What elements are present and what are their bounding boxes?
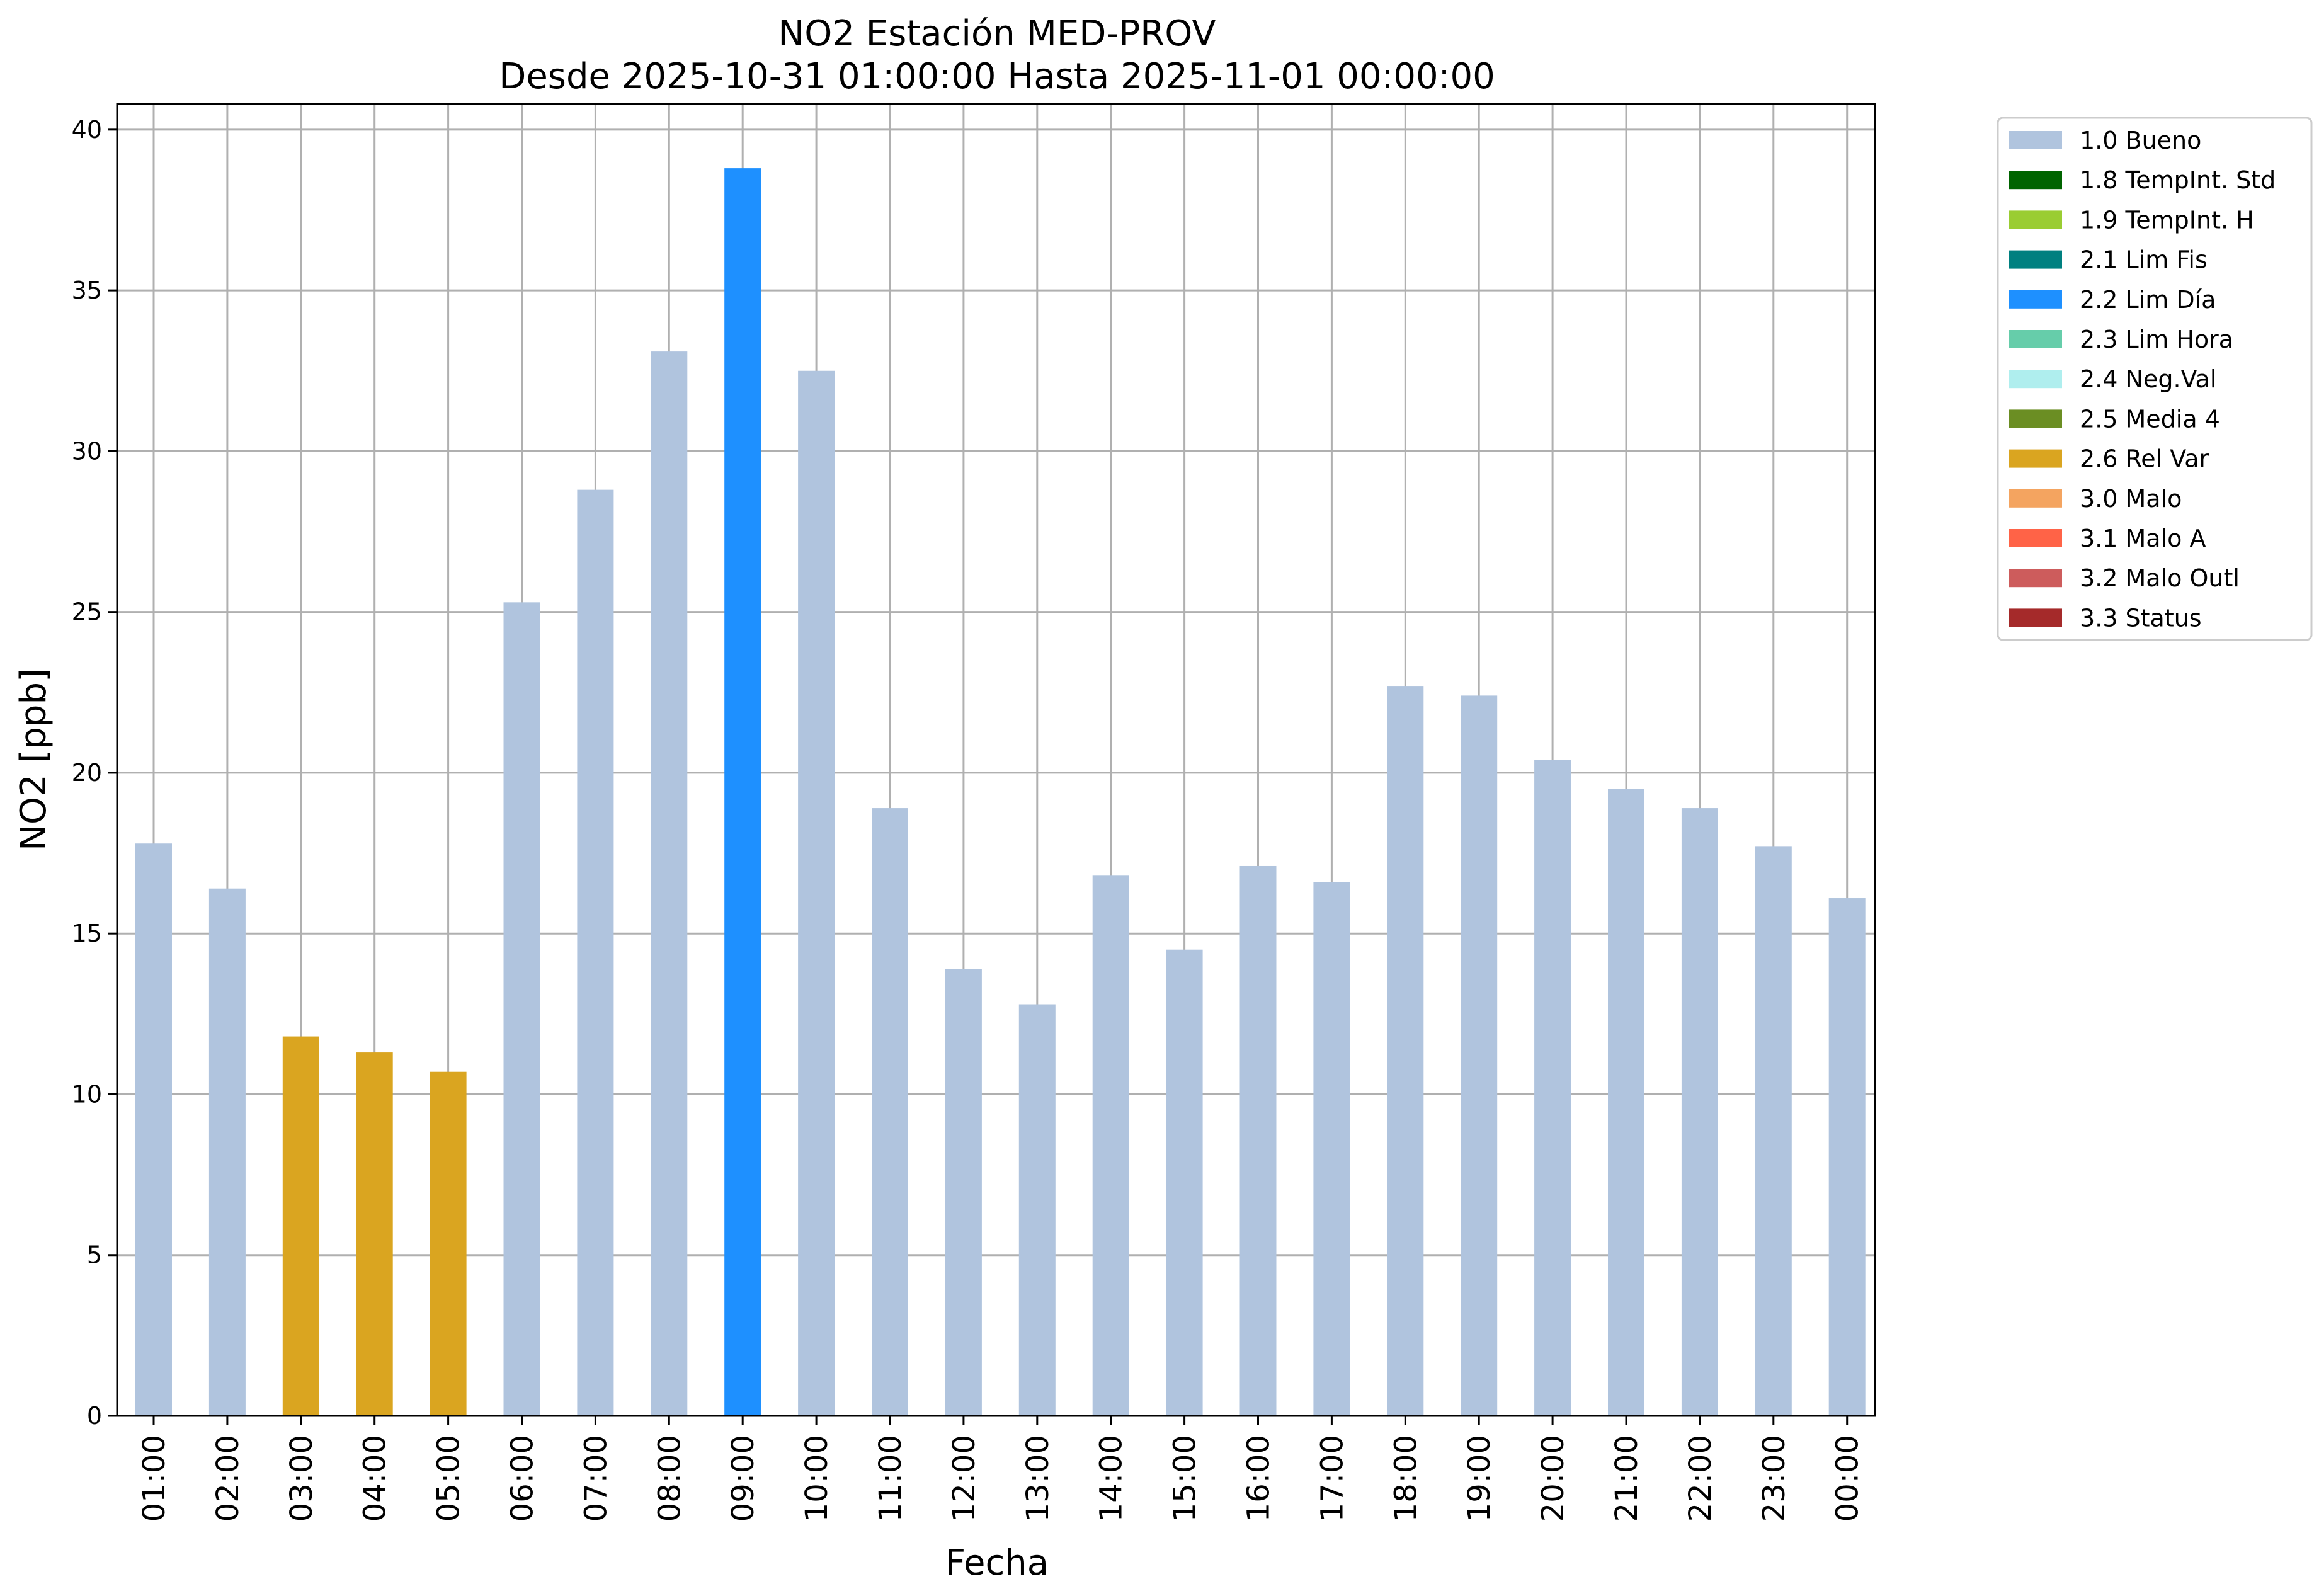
bar-08:00	[651, 351, 688, 1416]
legend: 1.0 Bueno 1.8 TempInt. Std 1.9 TempInt. H 2…	[1997, 117, 2313, 641]
legend-label: 1.9 TempInt. H	[2080, 206, 2254, 234]
x-tick-label: 13:00	[1020, 1435, 1056, 1522]
chart-subtitle: Desde 2025-10-31 01:00:00 Hasta 2025-11-…	[499, 56, 1495, 97]
x-tick-label: 16:00	[1241, 1435, 1277, 1522]
x-tick-label: 17:00	[1314, 1435, 1350, 1522]
x-tick-label: 19:00	[1462, 1435, 1497, 1522]
legend-box	[1997, 117, 2313, 641]
legend-swatch	[2009, 608, 2062, 627]
legend-swatch	[2009, 131, 2062, 149]
x-tick-label: 03:00	[284, 1435, 319, 1522]
legend-swatch	[2009, 330, 2062, 348]
bar-13:00	[1018, 1004, 1056, 1416]
bar-16:00	[1239, 865, 1277, 1416]
bar-09:00	[724, 168, 761, 1416]
bar-00:00	[1828, 898, 1866, 1416]
legend-swatch	[2009, 370, 2062, 389]
legend-swatch	[2009, 529, 2062, 547]
legend-swatch	[2009, 290, 2062, 309]
y-tick-label: 5	[87, 1241, 102, 1269]
bar-05:00	[430, 1071, 467, 1416]
x-tick-label: 14:00	[1094, 1435, 1129, 1522]
y-tick-label: 25	[72, 598, 102, 626]
y-tick-label: 10	[72, 1080, 102, 1108]
x-tick-label: 08:00	[652, 1435, 687, 1522]
bar-23:00	[1755, 846, 1792, 1416]
x-tick-label: 22:00	[1683, 1435, 1718, 1522]
y-axis-ticks: 0 5 10 15 20 25 30 35 40	[72, 116, 117, 1430]
legend-swatch	[2009, 569, 2062, 588]
bar-04:00	[356, 1052, 393, 1416]
x-tick-label: 11:00	[873, 1435, 908, 1522]
y-tick-label: 20	[72, 759, 102, 787]
x-tick-label: 10:00	[799, 1435, 835, 1522]
legend-label: 2.6 Rel Var	[2080, 445, 2209, 473]
legend-swatch	[2009, 210, 2062, 229]
bars	[135, 168, 1866, 1416]
x-tick-label: 15:00	[1168, 1435, 1203, 1522]
x-tick-label: 23:00	[1757, 1435, 1792, 1522]
bar-02:00	[208, 888, 246, 1416]
bar-14:00	[1092, 875, 1129, 1416]
x-tick-label: 09:00	[726, 1435, 761, 1522]
legend-label: 2.1 Lim Fis	[2080, 246, 2208, 274]
legend-swatch	[2009, 250, 2062, 269]
bar-22:00	[1681, 808, 1718, 1416]
legend-label: 2.4 Neg.Val	[2080, 365, 2216, 393]
bar-06:00	[503, 602, 540, 1416]
bar-12:00	[945, 969, 982, 1416]
legend-swatch	[2009, 489, 2062, 508]
y-tick-label: 40	[72, 116, 102, 144]
x-tick-label: 06:00	[505, 1435, 540, 1522]
y-tick-label: 30	[72, 437, 102, 465]
x-tick-label: 12:00	[947, 1435, 982, 1522]
x-tick-label: 01:00	[137, 1435, 172, 1522]
legend-label: 2.3 Lim Hora	[2080, 326, 2233, 353]
legend-label: 3.0 Malo	[2080, 485, 2182, 513]
x-tick-label: 00:00	[1830, 1435, 1866, 1522]
y-tick-label: 0	[87, 1402, 102, 1430]
x-tick-label: 20:00	[1536, 1435, 1571, 1522]
bar-19:00	[1461, 695, 1498, 1416]
legend-label: 1.8 TempInt. Std	[2080, 166, 2276, 194]
legend-swatch	[2009, 409, 2062, 428]
x-tick-label: 07:00	[578, 1435, 613, 1522]
bar-01:00	[135, 843, 172, 1416]
legend-label: 2.2 Lim Día	[2080, 286, 2216, 314]
x-tick-label: 04:00	[358, 1435, 393, 1522]
x-tick-label: 21:00	[1609, 1435, 1644, 1522]
legend-label: 3.2 Malo Outl	[2080, 564, 2240, 592]
bar-15:00	[1166, 949, 1203, 1416]
x-tick-label: 18:00	[1388, 1435, 1423, 1522]
x-tick-label: 02:00	[210, 1435, 246, 1522]
x-tick-label: 05:00	[431, 1435, 467, 1522]
bar-11:00	[872, 808, 908, 1416]
legend-label: 1.0 Bueno	[2080, 127, 2201, 154]
x-axis-label: Fecha	[945, 1542, 1049, 1583]
y-tick-label: 15	[72, 920, 102, 947]
y-axis-label: NO2 [ppb]	[13, 668, 54, 851]
x-axis-ticks: 01:00 02:00 03:00 04:00 05:00 06:00 07:00 08:00…	[137, 1416, 1866, 1522]
bar-18:00	[1387, 686, 1424, 1416]
y-tick-label: 35	[72, 276, 102, 304]
legend-swatch	[2009, 449, 2062, 468]
legend-swatch	[2009, 171, 2062, 190]
bar-10:00	[798, 370, 835, 1416]
legend-label: 3.1 Malo A	[2080, 525, 2206, 552]
chart-title: NO2 Estación MED-PROV	[778, 13, 1216, 54]
plot-frame	[116, 103, 1876, 1417]
legend-label: 2.5 Media 4	[2080, 405, 2220, 433]
legend-label: 3.3 Status	[2080, 604, 2202, 632]
bar-17:00	[1313, 882, 1350, 1416]
bar-07:00	[577, 489, 614, 1416]
bar-03:00	[282, 1036, 319, 1416]
bar-20:00	[1534, 760, 1571, 1416]
bar-21:00	[1608, 789, 1644, 1416]
